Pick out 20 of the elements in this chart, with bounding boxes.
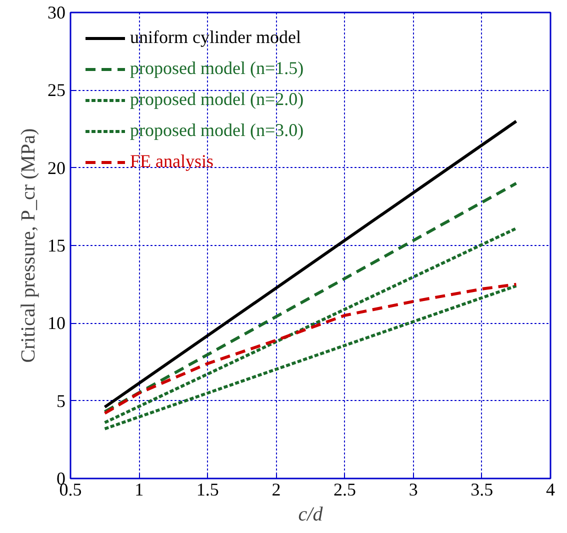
x-tick-label: 2.5	[334, 480, 356, 500]
legend-label: FE analysis	[130, 151, 214, 172]
legend-label: proposed model (n=1.5)	[130, 58, 304, 79]
legend-label: proposed model (n=2.0)	[130, 89, 304, 110]
legend-label: proposed model (n=3.0)	[130, 120, 304, 141]
x-tick-label: 1	[134, 480, 144, 500]
y-tick-label: 10	[48, 313, 66, 334]
x-tick-label: 3	[408, 480, 418, 500]
legend-label: uniform cylinder model	[130, 27, 301, 48]
x-axis-title: c/d	[298, 504, 324, 526]
x-tick-label: 2	[272, 480, 281, 500]
x-tick-label: 1.5	[196, 480, 219, 500]
y-tick-label: 15	[48, 236, 66, 256]
y-axis-title: Critical pressure, P_cr (MPa)	[18, 128, 40, 363]
y-tick-label: 25	[48, 80, 66, 100]
x-tick-label: 4	[546, 480, 555, 500]
y-tick-label: 30	[48, 2, 66, 22]
y-tick-label: 5	[56, 390, 66, 411]
y-tick-label: 20	[48, 158, 66, 178]
x-tick-label: 3.5	[470, 480, 494, 500]
